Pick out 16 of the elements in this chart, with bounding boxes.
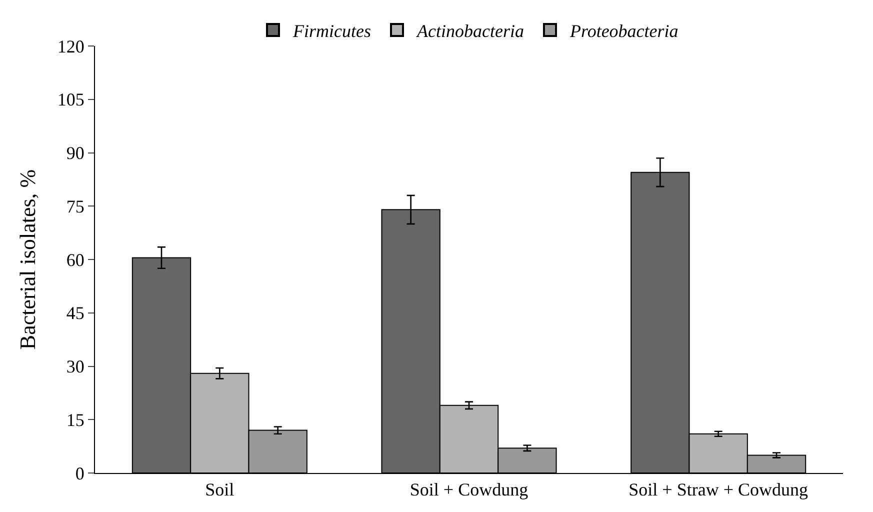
x-tick-label: Soil + Straw + Cowdung [628, 480, 808, 500]
y-tick-label: 105 [57, 90, 84, 110]
y-tick-label: 0 [75, 463, 84, 484]
y-tick-label: 120 [57, 36, 84, 56]
legend-label: Actinobacteria [416, 21, 524, 42]
y-tick-label: 90 [66, 143, 84, 164]
y-tick-label: 45 [66, 303, 84, 324]
y-tick-label: 15 [66, 410, 84, 430]
legend-label: Proteobacteria [568, 21, 678, 42]
y-tick-label: 30 [66, 356, 84, 377]
legend-label: Firmicutes [292, 21, 371, 42]
y-axis-title: Bacterial isolates, % [15, 169, 40, 350]
y-tick-label: 75 [66, 196, 84, 216]
x-tick-label: Soil + Cowdung [410, 480, 528, 500]
x-tick-label: Soil [205, 480, 234, 500]
y-tick-label: 60 [66, 250, 84, 270]
